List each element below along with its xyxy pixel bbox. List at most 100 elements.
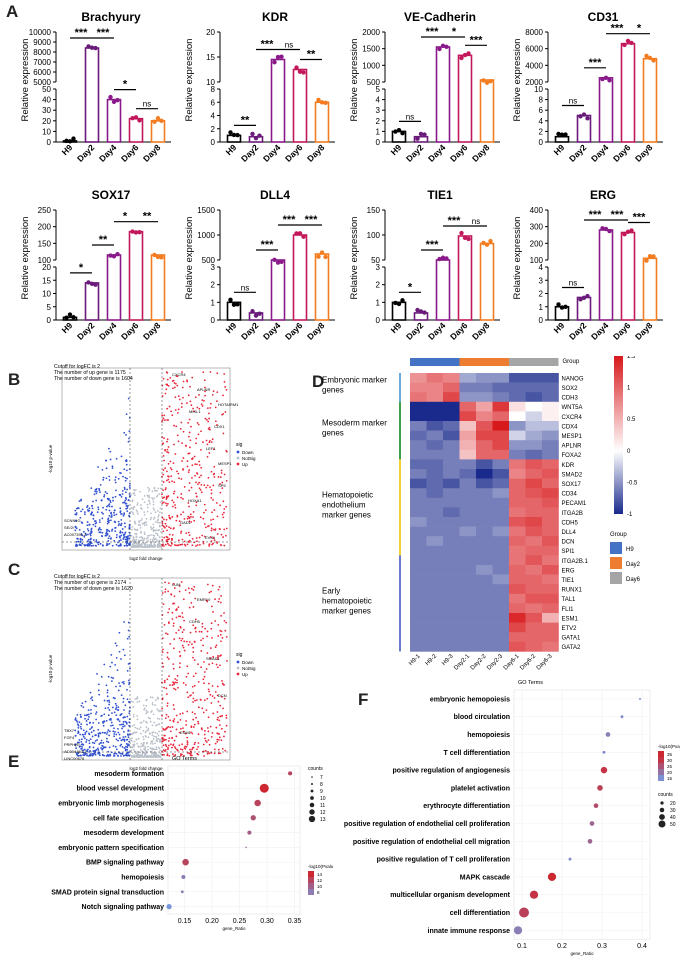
bar-day8: [479, 242, 495, 321]
point-notsig: [154, 755, 157, 758]
x-tick-label: 0.15: [178, 918, 192, 925]
point-up: [177, 686, 179, 689]
point-up: [200, 727, 203, 730]
heatmap-cell: [492, 401, 510, 412]
heatmap-cell: [542, 382, 559, 393]
point-down: [125, 505, 128, 507]
point-down: [78, 745, 81, 748]
sig-label: ns: [406, 112, 414, 121]
pvalue-legend-label: 10: [317, 884, 323, 889]
point-up: [210, 523, 213, 526]
row-label: MESP1: [562, 434, 583, 440]
count-legend-label: 9: [320, 789, 323, 795]
point-down: [81, 538, 84, 541]
point-up: [178, 477, 180, 480]
heatmap-cell: [492, 574, 510, 585]
point-up: [220, 614, 223, 617]
data-point: [257, 133, 262, 138]
point-up: [195, 495, 198, 498]
go-dot: [602, 750, 606, 754]
panel-letter-f: F: [358, 690, 369, 709]
point-down: [98, 754, 101, 757]
point-down: [98, 693, 101, 696]
point-notsig: [150, 755, 153, 757]
point-down: [123, 544, 126, 547]
point-up: [167, 446, 170, 448]
heatmap-cell: [525, 565, 543, 575]
point-down: [75, 719, 78, 722]
point-up: [216, 738, 219, 741]
heatmap-cell: [525, 459, 543, 470]
x-tick-label: 0.4: [637, 943, 647, 950]
point-up: [187, 643, 190, 646]
point-down: [112, 745, 115, 747]
point-up: [186, 743, 189, 746]
point-down: [92, 722, 95, 724]
data-point: [155, 254, 161, 260]
point-down: [101, 731, 104, 734]
point-down: [128, 512, 131, 515]
point-down: [117, 755, 119, 757]
data-point: [622, 42, 627, 48]
point-up: [223, 544, 226, 547]
group-legend-swatch: [610, 542, 622, 554]
heatmap-cell: [525, 517, 543, 527]
point-down: [89, 728, 91, 731]
legend-label: NotSig: [242, 666, 256, 671]
row-label: SMAD2: [562, 472, 583, 478]
point-down: [109, 519, 112, 522]
y-tick-label: 10: [42, 290, 51, 299]
point-up: [224, 411, 227, 413]
point-notsig: [132, 542, 135, 545]
point-up: [179, 662, 181, 665]
point-up: [198, 536, 201, 539]
heatmap-cell: [509, 449, 526, 460]
y-axis-label: Relative expression: [184, 217, 195, 300]
point-up: [166, 502, 169, 505]
point-down: [123, 725, 126, 727]
point-up: [188, 452, 191, 455]
row-label: KDR: [562, 463, 575, 469]
point-notsig: [146, 510, 149, 513]
point-up: [210, 735, 213, 738]
point-up: [221, 487, 224, 490]
point-up: [221, 714, 224, 717]
gene-label-up: APLNR: [197, 387, 210, 392]
point-up: [176, 411, 179, 414]
point-notsig: [130, 534, 133, 537]
data-point: [108, 94, 113, 100]
point-down: [79, 733, 82, 736]
point-up: [198, 464, 201, 466]
y-tick-label: 200: [530, 239, 544, 248]
point-notsig: [141, 744, 144, 746]
point-down: [76, 720, 79, 723]
y-tick-label: 2000: [525, 78, 543, 87]
point-notsig: [156, 755, 159, 758]
row-label: TAL1: [562, 597, 577, 603]
count-legend-label: 50: [670, 822, 676, 828]
column-label: Day2-2: [470, 653, 488, 671]
point-notsig: [158, 529, 161, 531]
point-down: [105, 508, 108, 511]
point-down: [124, 745, 127, 748]
point-notsig: [153, 497, 156, 499]
point-down: [106, 528, 108, 531]
point-down: [115, 733, 118, 736]
point-down: [74, 735, 77, 737]
point-up: [180, 496, 183, 499]
go-title: GO Terms: [518, 680, 543, 686]
point-notsig: [146, 503, 149, 506]
point-down: [97, 508, 100, 511]
heatmap-cell: [476, 497, 493, 508]
point-notsig: [143, 501, 146, 504]
point-up: [206, 630, 209, 633]
point-down: [102, 476, 105, 479]
data-point: [422, 132, 427, 137]
heatmap-cell: [426, 392, 444, 403]
point-up: [223, 612, 225, 614]
point-up: [188, 752, 191, 755]
row-label: ERG: [562, 568, 575, 574]
data-point: [393, 129, 398, 134]
heatmap-cell: [492, 507, 510, 518]
